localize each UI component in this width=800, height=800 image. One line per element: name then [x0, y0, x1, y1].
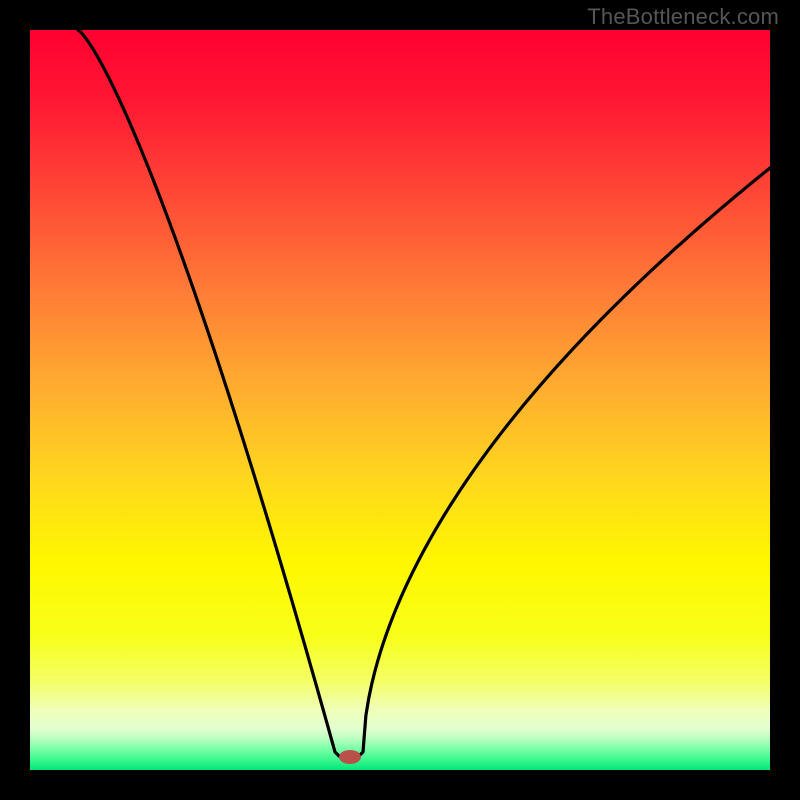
watermark-text: TheBottleneck.com	[587, 4, 779, 30]
chart-frame	[0, 0, 800, 800]
optimum-marker	[335, 746, 365, 768]
bottleneck-curve	[30, 30, 770, 770]
plot-area	[30, 30, 770, 770]
